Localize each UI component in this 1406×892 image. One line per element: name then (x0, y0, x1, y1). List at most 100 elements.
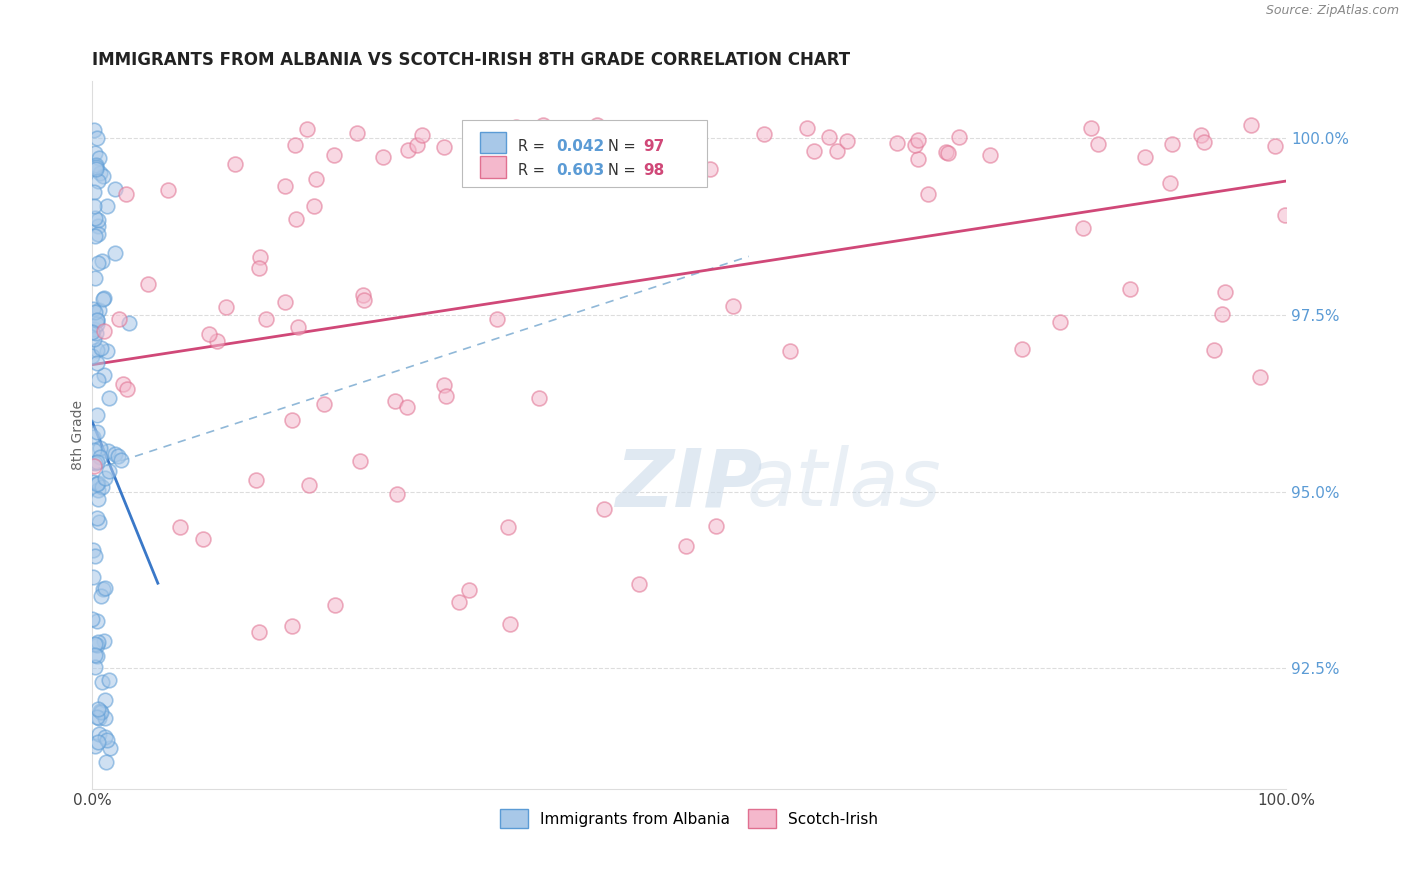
Point (529, 391, 551, 405)
Point (91, 480, 114, 494)
Point (82, 542, 104, 557)
Point (86, 160, 108, 174)
Point (825, 144, 848, 158)
Point (86, 615, 108, 629)
Point (628, 576, 651, 591)
Point (86, 425, 108, 439)
Point (312, 397, 335, 411)
Point (86, 313, 108, 327)
Point (280, 618, 302, 632)
Point (87, 702, 110, 716)
Point (86, 317, 108, 331)
Point (91, 169, 114, 183)
Text: N =: N = (607, 139, 640, 154)
Point (498, 519, 520, 533)
Point (104, 447, 127, 461)
Point (498, 616, 520, 631)
Text: ZIP: ZIP (616, 445, 763, 524)
FancyBboxPatch shape (481, 156, 506, 178)
Point (575, 147, 598, 161)
Point (90, 705, 112, 719)
Text: R =: R = (519, 139, 550, 154)
Point (699, 162, 721, 177)
Point (86, 219, 108, 233)
Point (89, 515, 111, 529)
Point (94, 693, 117, 707)
Point (94, 471, 117, 485)
Point (93, 711, 115, 725)
Point (1087, 137, 1109, 152)
Point (837, 134, 859, 148)
Point (675, 539, 697, 553)
Point (1049, 315, 1071, 329)
Point (90, 341, 112, 355)
Point (83, 456, 105, 470)
FancyBboxPatch shape (463, 120, 707, 186)
Point (434, 389, 457, 403)
Point (247, 625, 270, 640)
Text: R =: R = (519, 163, 550, 178)
Point (1264, 139, 1286, 153)
Point (353, 293, 375, 308)
Text: 0.042: 0.042 (557, 139, 605, 154)
Point (371, 150, 394, 164)
Point (98, 464, 121, 478)
Point (433, 377, 456, 392)
Point (94, 730, 117, 744)
Point (284, 138, 307, 153)
Point (87, 174, 110, 188)
Point (91, 582, 114, 597)
Point (107, 449, 129, 463)
Point (485, 311, 508, 326)
Point (86, 343, 108, 358)
Point (721, 299, 744, 313)
Point (93, 368, 115, 382)
Point (90, 675, 112, 690)
Point (86, 408, 108, 422)
Point (447, 595, 470, 609)
Point (586, 118, 609, 132)
Point (93, 633, 115, 648)
Point (274, 295, 297, 310)
Point (458, 582, 481, 597)
Point (84, 659, 107, 673)
Text: 97: 97 (644, 139, 665, 154)
Point (193, 532, 215, 546)
Point (352, 288, 374, 302)
Point (97, 443, 120, 458)
Point (157, 183, 180, 197)
Point (592, 502, 614, 516)
Point (224, 157, 246, 171)
Point (87, 303, 110, 318)
Point (82, 429, 104, 443)
Point (83, 648, 105, 663)
Point (1071, 220, 1094, 235)
Point (1159, 176, 1181, 190)
Point (83, 442, 105, 457)
Point (83, 305, 105, 319)
Point (247, 260, 270, 275)
Point (1133, 150, 1156, 164)
Text: 0.603: 0.603 (557, 163, 605, 178)
Point (83, 185, 105, 199)
Point (938, 146, 960, 161)
Point (87, 213, 110, 227)
Point (82, 326, 104, 340)
Point (89, 727, 111, 741)
Point (907, 133, 929, 147)
Point (754, 128, 776, 142)
Point (886, 136, 908, 150)
Point (86, 649, 108, 664)
Point (86, 477, 108, 491)
Point (1189, 128, 1212, 142)
Point (304, 172, 326, 186)
Point (86, 455, 108, 469)
Point (1211, 307, 1233, 321)
Point (89, 165, 111, 179)
Text: atlas: atlas (747, 445, 942, 524)
Point (111, 377, 134, 392)
Point (90, 254, 112, 268)
Point (596, 150, 619, 164)
Point (1249, 369, 1271, 384)
Point (245, 473, 267, 487)
